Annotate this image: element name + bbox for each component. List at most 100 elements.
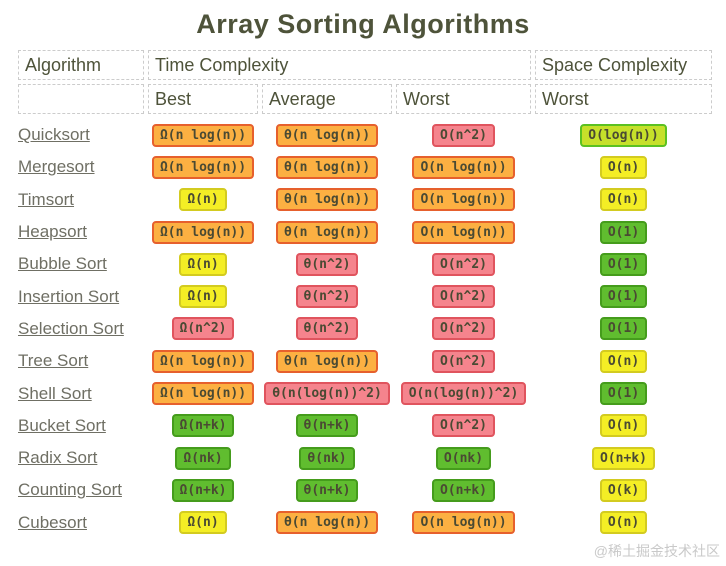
algorithm-cell: Tree Sort: [18, 351, 144, 372]
complexity-cell: Ω(nk): [148, 446, 258, 470]
complexity-cell: Ω(n): [148, 252, 258, 276]
complexity-badge: O(1): [599, 285, 648, 309]
complexity-cell: Ω(n): [148, 511, 258, 535]
complexity-cell: O(1): [535, 317, 712, 341]
algorithm-cell: Shell Sort: [18, 383, 144, 404]
complexity-cell: O(1): [535, 285, 712, 309]
algorithm-cell: Insertion Sort: [18, 286, 144, 307]
complexity-badge: Ω(n+k): [171, 478, 235, 502]
algorithm-cell: Bucket Sort: [18, 415, 144, 436]
complexity-badge: O(n+k): [592, 446, 655, 470]
table-body: Quicksort Ω(n log(n)) θ(n log(n)) O(n^2) O(l…: [18, 119, 712, 539]
complexity-badge: θ(n^2): [295, 317, 359, 341]
complexity-cell: Ω(n): [148, 285, 258, 309]
complexity-cell: Ω(n log(n)): [148, 123, 258, 147]
table-row: Quicksort Ω(n log(n)) θ(n log(n)) O(n^2) O(l…: [18, 119, 712, 151]
complexity-badge: O(log(n)): [580, 123, 667, 147]
complexity-badge: O(n+k): [432, 478, 495, 502]
complexity-table: Algorithm Time Complexity Space Complexi…: [0, 50, 726, 539]
complexity-cell: O(n log(n)): [396, 511, 531, 535]
table-row: Radix Sort Ω(nk) θ(nk) O(nk) O(n+k): [18, 442, 712, 474]
complexity-cell: θ(n log(n)): [262, 188, 392, 212]
table-row: Selection Sort Ω(n^2) θ(n^2) O(n^2) O(1): [18, 313, 712, 345]
algorithm-link[interactable]: Insertion Sort: [18, 286, 120, 307]
algorithm-cell: Selection Sort: [18, 318, 144, 339]
complexity-cell: O(1): [535, 252, 712, 276]
algorithm-link[interactable]: Bucket Sort: [18, 415, 106, 436]
algorithm-link[interactable]: Timsort: [18, 189, 75, 210]
complexity-badge: O(k): [599, 478, 648, 502]
complexity-badge: θ(n log(n)): [275, 123, 379, 147]
complexity-cell: θ(n+k): [262, 414, 392, 438]
complexity-badge: O(1): [599, 220, 648, 244]
complexity-badge: θ(n^2): [295, 252, 359, 276]
complexity-badge: O(n): [599, 188, 648, 212]
header-row-groups: Algorithm Time Complexity Space Complexi…: [18, 50, 712, 80]
complexity-cell: O(n^2): [396, 349, 531, 373]
complexity-badge: Ω(n log(n)): [151, 155, 255, 179]
complexity-badge: θ(n^2): [295, 285, 359, 309]
complexity-cell: θ(n log(n)): [262, 349, 392, 373]
table-row: Mergesort Ω(n log(n)) θ(n log(n)) O(n log(n…: [18, 151, 712, 183]
complexity-cell: O(log(n)): [535, 123, 712, 147]
complexity-badge: O(n): [599, 511, 648, 535]
algorithm-link[interactable]: Counting Sort: [18, 480, 122, 501]
complexity-cell: O(n^2): [396, 317, 531, 341]
complexity-cell: θ(n log(n)): [262, 123, 392, 147]
complexity-badge: Ω(n log(n)): [151, 349, 255, 373]
algorithm-link[interactable]: Mergesort: [18, 157, 95, 178]
complexity-cell: Ω(n log(n)): [148, 220, 258, 244]
complexity-badge: O(n): [599, 349, 648, 373]
complexity-cell: O(n log(n)): [396, 155, 531, 179]
header-best: Best: [148, 84, 258, 114]
algorithm-link[interactable]: Selection Sort: [18, 318, 124, 339]
algorithm-link[interactable]: Radix Sort: [18, 448, 98, 469]
complexity-badge: O(n^2): [432, 252, 495, 276]
complexity-badge: Ω(n): [179, 252, 227, 276]
complexity-cell: θ(n(log(n))^2): [262, 382, 392, 406]
complexity-cell: O(n): [535, 349, 712, 373]
complexity-cell: Ω(n log(n)): [148, 349, 258, 373]
complexity-cell: θ(n log(n)): [262, 155, 392, 179]
complexity-badge: O(1): [599, 317, 648, 341]
header-time-complexity: Time Complexity: [148, 50, 531, 80]
complexity-badge: O(n^2): [432, 285, 495, 309]
complexity-badge: O(n log(n)): [412, 511, 515, 535]
algorithm-link[interactable]: Shell Sort: [18, 383, 92, 404]
complexity-badge: O(n^2): [432, 123, 495, 147]
complexity-cell: Ω(n+k): [148, 478, 258, 502]
algorithm-link[interactable]: Heapsort: [18, 222, 87, 243]
table-row: Shell Sort Ω(n log(n)) θ(n(log(n))^2) O(n(l…: [18, 377, 712, 409]
algorithm-cell: Cubesort: [18, 512, 144, 533]
algorithm-cell: Radix Sort: [18, 448, 144, 469]
complexity-badge: θ(nk): [299, 446, 355, 470]
complexity-badge: O(n log(n)): [412, 220, 515, 244]
header-algorithm: Algorithm: [18, 50, 144, 80]
complexity-cell: O(n): [535, 155, 712, 179]
algorithm-link[interactable]: Quicksort: [18, 125, 90, 146]
complexity-cell: O(n): [535, 511, 712, 535]
complexity-cell: O(1): [535, 220, 712, 244]
complexity-cell: Ω(n+k): [148, 414, 258, 438]
complexity-badge: Ω(n log(n)): [151, 220, 255, 244]
complexity-cell: O(n log(n)): [396, 220, 531, 244]
complexity-cell: θ(n^2): [262, 252, 392, 276]
complexity-badge: Ω(n log(n)): [151, 123, 255, 147]
complexity-cell: θ(n^2): [262, 317, 392, 341]
complexity-cell: Ω(n log(n)): [148, 155, 258, 179]
watermark-text: @稀土掘金技术社区: [593, 543, 720, 559]
algorithm-cell: Heapsort: [18, 222, 144, 243]
complexity-cell: O(1): [535, 382, 712, 406]
algorithm-link[interactable]: Tree Sort: [18, 351, 89, 372]
complexity-badge: θ(n log(n)): [275, 155, 379, 179]
complexity-badge: θ(n log(n)): [275, 349, 379, 373]
complexity-badge: O(nk): [435, 446, 492, 470]
table-row: Counting Sort Ω(n+k) θ(n+k) O(n+k) O(k): [18, 474, 712, 506]
header-space-complexity: Space Complexity: [535, 50, 712, 80]
algorithm-cell: Mergesort: [18, 157, 144, 178]
complexity-badge: Ω(n): [179, 285, 227, 309]
algorithm-link[interactable]: Bubble Sort: [18, 254, 107, 275]
complexity-badge: Ω(n+k): [171, 414, 235, 438]
algorithm-link[interactable]: Cubesort: [18, 512, 87, 533]
complexity-cell: O(n+k): [535, 446, 712, 470]
